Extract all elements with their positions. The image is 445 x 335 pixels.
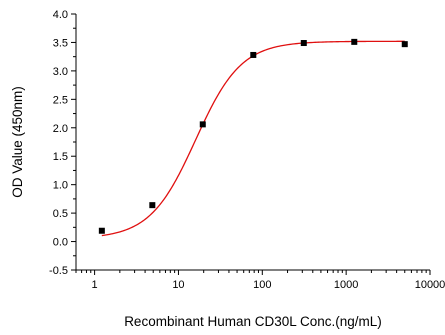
y-tick-label: 2.0 <box>53 123 68 135</box>
x-tick-label: 100 <box>253 279 271 291</box>
x-tick-label: 10000 <box>415 279 445 291</box>
data-point <box>98 227 105 234</box>
y-tick-label: 2.5 <box>53 94 68 106</box>
data-point <box>401 41 408 48</box>
y-tick-label: 4.0 <box>53 9 68 21</box>
fit-curve <box>101 40 405 237</box>
y-tick-label: 3.5 <box>53 37 68 49</box>
data-point <box>199 121 206 128</box>
y-tick-label: -0.5 <box>49 265 68 277</box>
y-tick-label: 3.0 <box>53 66 68 78</box>
x-tick-label: 10 <box>172 279 184 291</box>
y-tick-label: 1.5 <box>53 151 68 163</box>
y-tick-label: 0.5 <box>53 208 68 220</box>
data-point <box>300 40 307 47</box>
y-axis-title: OD Value (450nm) <box>10 86 25 198</box>
x-tick-label: 1000 <box>334 279 358 291</box>
data-point <box>149 202 156 209</box>
x-axis-title: Recombinant Human CD30L Conc.(ng/mL) <box>124 314 382 329</box>
y-tick-label: 0.0 <box>53 237 68 249</box>
data-point <box>351 38 358 45</box>
axes: -0.5 0.0 0.5 1.0 1.5 2.0 2.5 3.0 3.5 4.0 1 10 100 100… <box>49 9 445 291</box>
y-tick-label: 1.0 <box>53 180 68 192</box>
data-point <box>250 51 257 58</box>
data-points <box>98 38 408 234</box>
x-tick-label: 1 <box>92 279 98 291</box>
